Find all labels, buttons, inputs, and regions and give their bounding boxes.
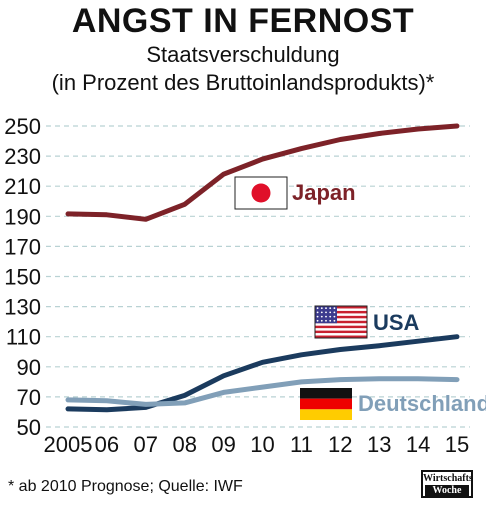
y-tick-label: 190 [4, 204, 41, 229]
flag-star [320, 315, 323, 318]
flag-star [325, 319, 327, 322]
y-tick-label: 70 [17, 385, 41, 410]
flag-stripe [315, 330, 367, 334]
flag-stripe [315, 323, 367, 326]
y-tick-label: 210 [4, 174, 41, 199]
flag-canton [315, 306, 337, 324]
flag-stripe [315, 306, 367, 309]
flag-stripe [315, 325, 367, 329]
flag-stripe [315, 318, 367, 322]
flag-star [325, 307, 327, 310]
x-tick-label: 11 [290, 432, 313, 457]
y-tick-label: 150 [4, 265, 41, 290]
x-tick-label: 09 [211, 432, 235, 457]
y-tick-label: 170 [4, 234, 41, 259]
series-line-usa [65, 334, 460, 413]
y-tick-label: 130 [4, 295, 41, 320]
flag-star [329, 311, 332, 314]
flag-star [333, 315, 336, 318]
flag-star [333, 307, 336, 310]
publisher-logo: Wirtschafts Woche [421, 470, 473, 498]
x-tick-label: 07 [134, 432, 158, 457]
series-label-usa: USA [373, 310, 420, 335]
flag-stripe [315, 320, 367, 324]
y-tick-label: 90 [17, 355, 41, 380]
chart-unit-note: (in Prozent des Bruttoinlandsprodukts)* [51, 70, 435, 95]
page-title: ANGST IN FERNOST [71, 2, 415, 40]
flag-star [316, 319, 319, 322]
x-tick-label: 06 [95, 432, 119, 457]
flag-star [325, 311, 327, 314]
flag-band-red [300, 398, 352, 410]
chart-subtitle: Staatsverschuldung [146, 42, 340, 67]
series-labels: Japan USA Deutschland [234, 176, 486, 420]
flag-stripe [315, 333, 367, 336]
logo-text-line1: Wirtschafts [423, 473, 473, 484]
flag-border [314, 305, 368, 339]
series-label-japan: Japan [292, 180, 356, 205]
y-axis-ticks: 250 230 210 190 170 150 130 110 90 70 50 [4, 114, 41, 440]
flag-star [333, 311, 336, 314]
source-footnote: * ab 2010 Prognose; Quelle: IWF [8, 478, 243, 495]
series-lines [65, 123, 460, 413]
flag-star [333, 319, 336, 322]
x-tick-label: 14 [406, 432, 430, 457]
logo-text-line2: Woche [425, 485, 469, 496]
usa-flag-icon [314, 305, 368, 339]
flag-band-black [300, 388, 352, 399]
flag-star [320, 319, 323, 322]
y-tick-label: 230 [4, 144, 41, 169]
germany-flag-icon [300, 388, 352, 420]
x-tick-label: 10 [250, 432, 274, 457]
grid-lines [46, 125, 470, 428]
flag-star [329, 319, 332, 322]
x-tick-label: 13 [367, 432, 391, 457]
y-tick-label: 50 [17, 415, 41, 440]
y-tick-label: 110 [6, 325, 41, 350]
flag-star [316, 307, 319, 310]
flag-star [329, 315, 332, 318]
y-tick-label: 250 [4, 114, 41, 139]
japan-flag-icon [234, 176, 288, 210]
flag-stripe [315, 335, 367, 339]
x-tick-label: 12 [328, 432, 352, 457]
flag-stripe [315, 315, 367, 319]
flag-band-gold [300, 409, 352, 420]
x-tick-label: 15 [445, 432, 469, 457]
flag-star [320, 307, 323, 310]
series-label-deutschland: Deutschland [358, 391, 486, 416]
flag-star [316, 315, 319, 318]
flag-star [325, 315, 327, 318]
series-line-deutschland [65, 376, 460, 407]
flag-star [316, 311, 319, 314]
flag-stripe [315, 310, 367, 314]
flag-stripe [315, 328, 367, 331]
x-tick-label: 2005 [44, 432, 93, 457]
flag-star [329, 307, 332, 310]
flag-star [320, 311, 323, 314]
flag-stripe [315, 308, 367, 312]
flag-stripe [315, 313, 367, 317]
series-line-japan [65, 123, 460, 222]
x-axis-ticks: 2005 06 07 08 09 10 11 12 13 14 15 [44, 432, 470, 457]
flag-sun [251, 183, 271, 203]
x-tick-label: 08 [172, 432, 196, 457]
